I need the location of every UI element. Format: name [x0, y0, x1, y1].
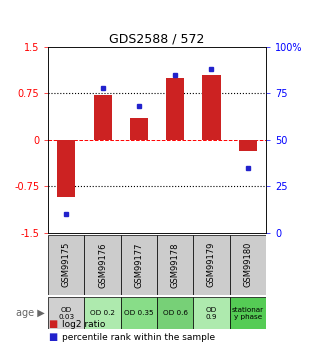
- Bar: [121, 297, 157, 329]
- Title: GDS2588 / 572: GDS2588 / 572: [109, 32, 205, 46]
- Text: age ▶: age ▶: [16, 308, 45, 318]
- Text: ■: ■: [48, 319, 58, 329]
- Bar: [193, 297, 230, 329]
- Text: ■: ■: [48, 332, 58, 342]
- Text: OD 0.35: OD 0.35: [124, 310, 154, 316]
- Text: percentile rank within the sample: percentile rank within the sample: [62, 333, 215, 342]
- Bar: [85, 235, 121, 295]
- Bar: [48, 235, 85, 295]
- Bar: [48, 297, 85, 329]
- Text: OD
0.03: OD 0.03: [58, 307, 74, 319]
- Text: GSM99177: GSM99177: [134, 242, 143, 287]
- Bar: [157, 297, 193, 329]
- Bar: [130, 118, 148, 140]
- Bar: [230, 297, 266, 329]
- Text: GSM99180: GSM99180: [243, 242, 252, 287]
- Text: OD
0.9: OD 0.9: [206, 307, 217, 319]
- Text: GSM99175: GSM99175: [62, 242, 71, 287]
- Text: GSM99178: GSM99178: [171, 242, 180, 287]
- Bar: [157, 235, 193, 295]
- Bar: [166, 78, 184, 140]
- Bar: [239, 140, 257, 151]
- Text: GSM99179: GSM99179: [207, 242, 216, 287]
- Bar: [85, 297, 121, 329]
- Text: log2 ratio: log2 ratio: [62, 320, 105, 329]
- Bar: [121, 235, 157, 295]
- Bar: [230, 235, 266, 295]
- Text: stationar
y phase: stationar y phase: [232, 307, 264, 319]
- Bar: [57, 140, 75, 197]
- Bar: [202, 75, 220, 140]
- Bar: [193, 235, 230, 295]
- Text: GSM99176: GSM99176: [98, 242, 107, 287]
- Bar: [94, 95, 112, 140]
- Text: OD 0.2: OD 0.2: [90, 310, 115, 316]
- Text: OD 0.6: OD 0.6: [163, 310, 188, 316]
